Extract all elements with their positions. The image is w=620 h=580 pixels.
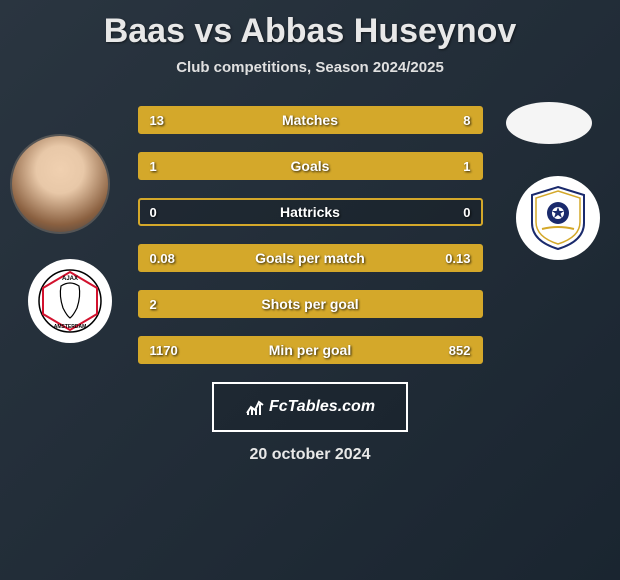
stat-label: Goals (291, 158, 330, 174)
svg-text:AMSTERDAM: AMSTERDAM (54, 324, 87, 330)
stat-value-right: 1 (463, 159, 470, 174)
branding-text: FcTables.com (245, 397, 375, 417)
stat-value-left: 2 (150, 297, 157, 312)
stat-row: 13 Matches 8 (138, 106, 483, 134)
stat-value-left: 1 (150, 159, 157, 174)
stat-label: Hattricks (280, 204, 340, 220)
date-text: 20 october 2024 (0, 446, 620, 464)
club-left-badge: AMSTERDAM AJAX (28, 259, 112, 343)
stat-value-left: 13 (150, 113, 164, 128)
ajax-crest-icon: AMSTERDAM AJAX (37, 268, 103, 334)
qarabag-crest-icon (528, 185, 588, 251)
svg-text:AJAX: AJAX (62, 276, 78, 282)
stat-row: 1 Goals 1 (138, 152, 483, 180)
stats-bars: 13 Matches 8 1 Goals 1 0 Hattricks 0 0.08 Goals pe… (138, 106, 483, 364)
subtitle: Club competitions, Season 2024/2025 (0, 59, 620, 76)
stat-label: Goals per match (255, 250, 365, 266)
stat-value-left: 0.08 (150, 251, 175, 266)
stat-row: 0 Hattricks 0 (138, 198, 483, 226)
stat-row: 2 Shots per goal (138, 290, 483, 318)
player-right-avatar (506, 102, 592, 144)
stat-value-right: 0 (463, 205, 470, 220)
stat-value-right: 8 (463, 113, 470, 128)
club-right-badge (516, 176, 600, 260)
stat-label: Shots per goal (261, 296, 358, 312)
bar-fill-right (310, 154, 481, 178)
player-left-avatar (10, 134, 110, 234)
branding-label: FcTables.com (269, 398, 375, 416)
stat-value-right: 852 (449, 343, 471, 358)
stat-row: 0.08 Goals per match 0.13 (138, 244, 483, 272)
comparison-content: AMSTERDAM AJAX 13 Matches 8 1 Goals 1 0 Hattric… (0, 106, 620, 464)
stat-row: 1170 Min per goal 852 (138, 336, 483, 364)
bar-fill-left (140, 154, 311, 178)
stat-value-left: 0 (150, 205, 157, 220)
branding-box: FcTables.com (212, 382, 408, 432)
page-title: Baas vs Abbas Huseynov (0, 0, 620, 51)
stat-value-right: 0.13 (445, 251, 470, 266)
stat-value-left: 1170 (150, 343, 178, 358)
chart-icon (245, 397, 265, 417)
stat-label: Matches (282, 112, 338, 128)
stat-label: Min per goal (269, 342, 351, 358)
bar-fill-right (351, 108, 481, 132)
